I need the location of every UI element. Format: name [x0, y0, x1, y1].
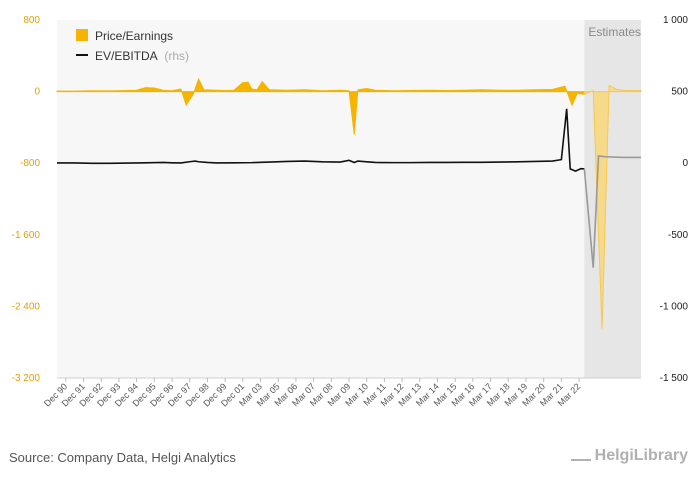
legend-label-pe: Price/Earnings: [95, 29, 173, 43]
library-icon: [570, 447, 591, 461]
legend-label-ev-rhs: (rhs): [164, 49, 189, 63]
left-axis: 800 0 -800 -1 600 -2 400 -3 200: [12, 15, 41, 384]
series-ev-estimate-line: [583, 155, 641, 268]
estimates-band: [584, 20, 641, 378]
series-pe-estimate-area: [583, 84, 642, 329]
source-note: Source: Company Data, Helgi Analytics: [9, 450, 236, 465]
right-tick-label: 500: [671, 87, 688, 98]
left-tick-label: 0: [34, 87, 40, 98]
legend-swatch-pe: [76, 29, 88, 41]
svg-text:EV/EBITDA (rhs): EV/EBITDA (rhs): [95, 49, 189, 63]
right-tick-label: -1 000: [660, 301, 689, 312]
legend-label-ev: EV/EBITDA: [95, 49, 158, 63]
left-tick-label: -1 600: [12, 230, 41, 241]
legend: Price/Earnings EV/EBITDA (rhs): [76, 29, 189, 63]
series-layer: [56, 77, 642, 329]
brand-text: HelgiLibrary: [594, 447, 688, 464]
left-tick-label: -800: [20, 158, 40, 169]
brand-logo: HelgiLibrary: [570, 447, 688, 465]
right-tick-label: -1 500: [660, 373, 689, 384]
left-tick-label: -3 200: [12, 373, 41, 384]
right-tick-label: 0: [682, 158, 688, 169]
right-tick-label: -500: [668, 230, 688, 241]
left-tick-label: 800: [23, 15, 40, 26]
series-ev-line: [57, 108, 585, 172]
left-tick-label: -2 400: [12, 301, 41, 312]
chart: Estimates 800 0 -800 -1 600 -2 400 -3 200 1 0…: [12, 15, 689, 409]
estimates-label: Estimates: [588, 25, 641, 39]
right-tick-label: 1 000: [663, 15, 688, 26]
series-pe-area: [56, 77, 585, 135]
plot-background: [57, 20, 641, 378]
right-axis: 1 000 500 0 -500 -1 000 -1 500: [660, 15, 689, 384]
